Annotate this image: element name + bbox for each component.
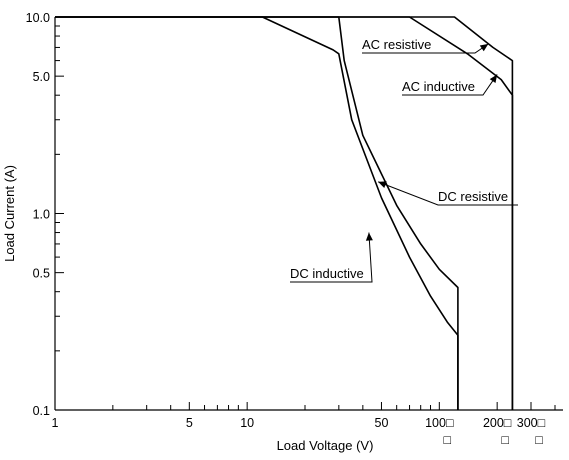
annotation-dc-inductive-label: DC inductive <box>290 266 364 281</box>
series-ac-resistive-line <box>55 16 514 410</box>
series-ac-inductive-line <box>55 16 514 410</box>
series-dc-inductive-line <box>55 16 459 410</box>
x-tick-label: 5 <box>186 416 193 430</box>
y-axis-ticks: 0.1 0.5 1.0 5.0 10.0 <box>26 11 64 418</box>
annotation-ac-resistive-label: AC resistive <box>362 37 431 52</box>
annotation-dc-inductive-leader <box>290 232 373 283</box>
annotation-dc-inductive: DC inductive <box>290 232 373 283</box>
curve-annotations: AC resistive AC inductive DC resistive DC i… <box>290 37 518 283</box>
y-tick-label: 0.5 <box>33 267 50 281</box>
annotation-ac-resistive: AC resistive <box>362 37 489 54</box>
annotation-ac-inductive-arrow <box>489 74 498 84</box>
annotation-ac-inductive-label: AC inductive <box>402 79 475 94</box>
y-tick-label: 10.0 <box>26 11 50 25</box>
x-axis-ticks: 1 5 10 50 100□ 200□ 300□ □ □ □ <box>52 402 556 447</box>
x-tick-label: 100□ <box>425 416 454 430</box>
y-axis-title: Load Current (A) <box>2 165 17 262</box>
x-tick-sub-mark: □ <box>444 433 452 447</box>
annotation-dc-resistive-leader <box>377 181 518 206</box>
y-tick-label: 1.0 <box>33 208 50 222</box>
x-tick-label: 300□ <box>517 416 546 430</box>
annotation-dc-inductive-arrow <box>365 232 373 241</box>
x-tick-sub-mark: □ <box>535 433 543 447</box>
annotation-ac-resistive-arrow <box>479 43 489 52</box>
series-curves <box>55 16 514 410</box>
x-tick-label: 10 <box>240 416 254 430</box>
x-tick-label: 200□ <box>483 416 512 430</box>
x-axis-title: Load Voltage (V) <box>277 438 374 453</box>
annotation-dc-resistive-label: DC resistive <box>438 189 508 204</box>
x-tick-label: 1 <box>52 416 59 430</box>
x-tick-label: 50 <box>375 416 389 430</box>
chart-axes <box>54 17 563 411</box>
x-tick-sub-mark: □ <box>501 433 509 447</box>
y-tick-label: 0.1 <box>33 404 50 418</box>
annotation-ac-inductive-leader <box>402 74 498 96</box>
series-dc-resistive-line <box>55 16 459 410</box>
y-tick-label: 5.0 <box>33 70 50 84</box>
annotation-ac-inductive: AC inductive <box>402 74 498 96</box>
annotation-dc-resistive: DC resistive <box>377 181 518 206</box>
annotation-dc-resistive-arrow <box>378 181 387 188</box>
